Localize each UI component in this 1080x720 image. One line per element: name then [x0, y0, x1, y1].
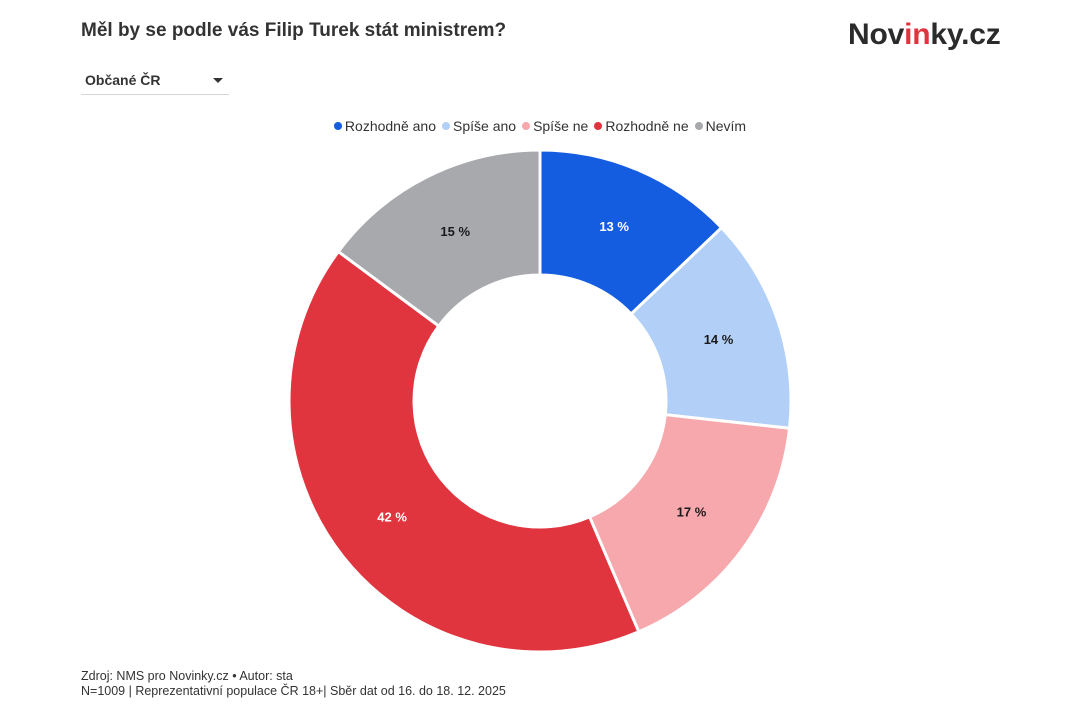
logo-text-suffix: ky.cz	[930, 18, 1001, 51]
legend-item[interactable]: Rozhodně ano	[333, 118, 436, 134]
donut-slice[interactable]	[287, 250, 641, 654]
population-select[interactable]: Občané ČR	[81, 66, 229, 95]
slice-data-label: 17 %	[677, 505, 707, 520]
logo-text-accent: in	[904, 18, 931, 51]
chart-title: Měl by se podle vás Filip Turek stát min…	[81, 20, 507, 41]
legend-item[interactable]: Spíše ano	[442, 118, 516, 134]
legend-label: Spíše ne	[533, 118, 589, 134]
legend-swatch	[442, 122, 450, 130]
legend-item[interactable]: Nevím	[694, 118, 747, 134]
sample-line: N=1009 | Reprezentativní populace ČR 18+…	[81, 684, 506, 698]
legend-item[interactable]: Rozhodně ne	[594, 118, 689, 134]
legend-label: Spíše ano	[453, 118, 517, 134]
legend-swatch	[522, 122, 531, 130]
slice-data-label: 13 %	[599, 219, 629, 234]
logo-text-prefix: Nov	[848, 18, 905, 51]
slice-data-label: 14 %	[704, 332, 734, 347]
donut-slice[interactable]	[336, 148, 542, 328]
legend-swatch	[694, 122, 703, 130]
legend-item[interactable]: Spíše ne	[522, 118, 588, 134]
legend-label: Rozhodně ne	[605, 118, 689, 134]
donut-slice[interactable]	[538, 148, 724, 316]
chart-legend: Rozhodně ano Spíše ano Spíše ne Rozhodně ne…	[0, 116, 1080, 136]
legend-label: Nevím	[705, 118, 747, 134]
donut-slice[interactable]	[629, 226, 793, 430]
novinky-logo[interactable]: Novinky.cz	[848, 18, 1001, 52]
donut-slice[interactable]	[588, 413, 792, 634]
slice-data-label: 15 %	[440, 224, 470, 239]
source-line: Zdroj: NMS pro Novinky.cz • Autor: sta	[81, 669, 293, 683]
legend-swatch	[333, 122, 342, 130]
chart-footer: Zdroj: NMS pro Novinky.cz • Autor: sta N…	[81, 669, 506, 699]
legend-label: Rozhodně ano	[344, 118, 436, 134]
legend-swatch	[594, 122, 603, 130]
population-select-value: Občané ČR	[85, 72, 161, 88]
slice-data-label: 42 %	[377, 509, 407, 524]
caret-down-icon	[213, 78, 223, 83]
